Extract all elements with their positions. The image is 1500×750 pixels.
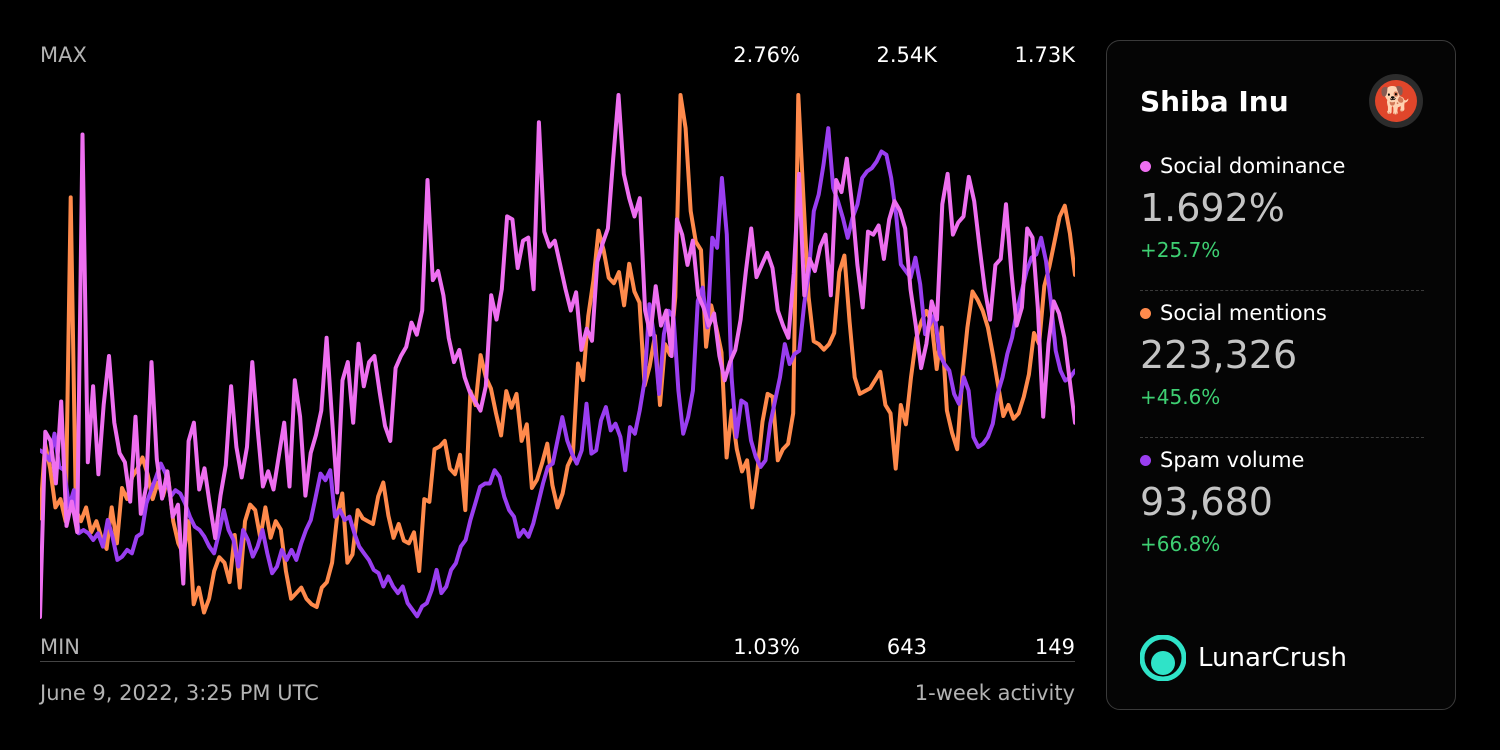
brand[interactable]: LunarCrush: [1140, 635, 1347, 681]
series-line-social-mentions: [40, 93, 1075, 615]
purple-dot-icon: [1140, 454, 1151, 466]
shiba-dog-icon: 🐕: [1375, 80, 1417, 122]
pink-dot-icon: [1140, 160, 1151, 172]
dominance-max-value: 2.76%: [733, 43, 800, 67]
period-label: 1-week activity: [914, 681, 1075, 705]
coin-name: Shiba Inu: [1140, 85, 1289, 118]
metric-change: +25.7%: [1140, 238, 1221, 262]
divider: [1140, 290, 1424, 291]
metric-change: +66.8%: [1140, 532, 1221, 556]
coin-avatar: 🐕: [1369, 74, 1423, 128]
metric-label: Spam volume: [1160, 448, 1305, 472]
metric-value: 1.692%: [1140, 186, 1285, 230]
metric-value: 223,326: [1140, 333, 1298, 377]
chart-baseline: [40, 661, 1075, 662]
spam-min-value: 149: [1034, 635, 1075, 659]
timestamp: June 9, 2022, 3:25 PM UTC: [40, 681, 319, 705]
orange-dot-icon: [1140, 307, 1151, 319]
series-line-social-dominance: [40, 93, 1075, 619]
metric-value: 93,680: [1140, 480, 1273, 524]
dominance-min-value: 1.03%: [733, 635, 800, 659]
metric-spam-volume: Spam volume 93,680 +66.8%: [1140, 448, 1424, 556]
activity-line-chart: [40, 93, 1075, 619]
coin-summary-card: Shiba Inu 🐕 Social dominance 1.692% +25.…: [1106, 40, 1456, 710]
metric-change: +45.6%: [1140, 385, 1221, 409]
min-label: MIN: [40, 635, 81, 659]
divider: [1140, 437, 1424, 438]
metric-social-mentions: Social mentions 223,326 +45.6%: [1140, 301, 1424, 409]
max-label: MAX: [40, 43, 87, 67]
metric-social-dominance: Social dominance 1.692% +25.7%: [1140, 154, 1424, 262]
mentions-max-value: 2.54K: [876, 43, 937, 67]
spam-max-value: 1.73K: [1014, 43, 1075, 67]
brand-name: LunarCrush: [1198, 643, 1347, 673]
lunarcrush-logo-icon: [1140, 635, 1186, 681]
metric-label: Social mentions: [1160, 301, 1327, 325]
mentions-min-value: 643: [886, 635, 927, 659]
metric-label: Social dominance: [1160, 154, 1346, 178]
series-line-spam-volume: [40, 126, 1075, 619]
